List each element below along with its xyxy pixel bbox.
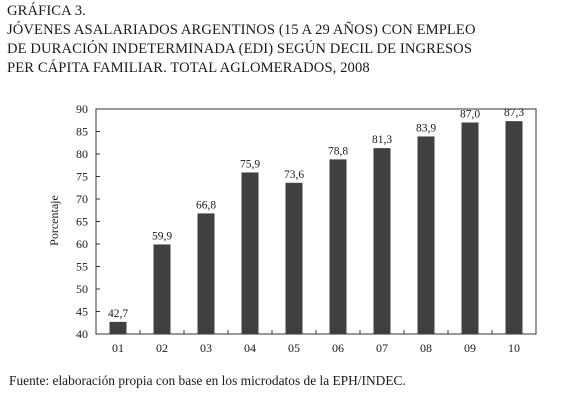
data-label: 42,7 <box>108 308 128 320</box>
y-axis-label: Porcentaje <box>47 195 61 246</box>
title-line-1: GRÁFICA 3. <box>7 3 86 19</box>
bar <box>241 172 259 334</box>
bar <box>109 321 127 334</box>
y-tick-label: 85 <box>76 125 88 139</box>
x-tick-label: 07 <box>376 341 388 355</box>
x-tick-label: 03 <box>200 341 212 355</box>
bar <box>285 182 303 334</box>
y-tick-label: 40 <box>76 327 88 341</box>
x-tick-label: 10 <box>508 341 520 355</box>
y-tick-label: 60 <box>76 237 88 251</box>
x-tick-label: 08 <box>420 341 432 355</box>
data-label: 87,0 <box>460 109 480 121</box>
y-tick-label: 70 <box>76 192 88 206</box>
title-line-2: JÓVENES ASALARIADOS ARGENTINOS (15 A 29 … <box>7 22 476 38</box>
y-tick-label: 90 <box>76 102 88 116</box>
data-label: 83,9 <box>416 122 436 134</box>
x-tick-label: 02 <box>156 341 168 355</box>
bar <box>505 121 523 335</box>
x-tick-label: 04 <box>244 341 256 355</box>
title-line-3: DE DURACIÓN INDETERMINADA (EDI) SEGÚN DE… <box>7 41 473 57</box>
chart-title: GRÁFICA 3. JÓVENES ASALARIADOS ARGENTINO… <box>7 2 572 78</box>
data-label: 81,3 <box>372 134 392 146</box>
bar <box>197 213 215 334</box>
bar <box>461 122 479 334</box>
y-tick-label: 55 <box>76 260 88 274</box>
bar <box>373 148 391 334</box>
data-label: 66,8 <box>196 199 216 211</box>
x-tick-label: 06 <box>332 341 344 355</box>
x-tick-label: 01 <box>112 341 124 355</box>
bar <box>329 159 347 334</box>
title-line-4: PER CÁPITA FAMILIAR. TOTAL AGLOMERADOS, … <box>7 60 370 76</box>
y-tick-label: 65 <box>76 215 88 229</box>
y-tick-label: 50 <box>76 282 88 296</box>
y-tick-label: 75 <box>76 170 88 184</box>
data-label: 73,6 <box>284 169 304 181</box>
data-label: 78,8 <box>328 145 348 157</box>
bar <box>417 136 435 334</box>
source-note: Fuente: elaboración propia con base en l… <box>9 373 406 388</box>
x-tick-label: 09 <box>464 341 476 355</box>
data-label: 87,3 <box>504 107 524 119</box>
data-label: 59,9 <box>152 230 172 242</box>
x-tick-label: 05 <box>288 341 300 355</box>
bar <box>153 244 171 334</box>
data-label: 75,9 <box>240 158 260 170</box>
y-tick-label: 80 <box>76 147 88 161</box>
y-tick-label: 45 <box>76 305 88 319</box>
